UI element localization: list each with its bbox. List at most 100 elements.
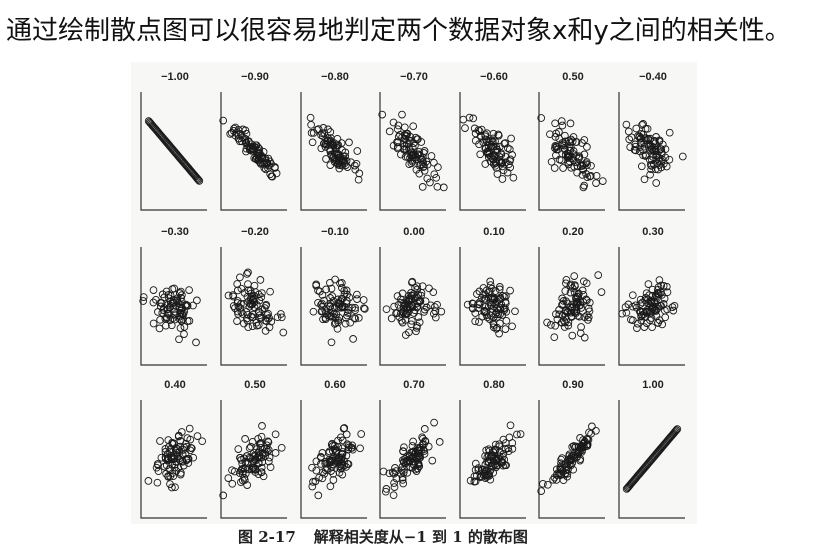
- scatter-point: [555, 310, 564, 319]
- scatter-point: [162, 321, 170, 330]
- scatter-point: [264, 309, 272, 318]
- scatter-point: [166, 297, 175, 306]
- scatter-point: [329, 476, 338, 484]
- scatter-point: [193, 175, 202, 183]
- scatter-point: [592, 179, 600, 187]
- panel-label: −0.20: [241, 226, 269, 238]
- scatter-point: [422, 303, 431, 312]
- scatter-point: [652, 151, 660, 160]
- scatter-point: [319, 132, 327, 141]
- scatter-point: [279, 328, 288, 337]
- scatter-point: [435, 438, 444, 446]
- scatter-point: [486, 277, 495, 286]
- scatter-panel: 1.00: [618, 379, 685, 519]
- scatter-point: [506, 157, 514, 165]
- scatter-point: [261, 327, 270, 335]
- scatter-point: [580, 333, 589, 342]
- scatter-point: [265, 323, 274, 332]
- scatter-point: [351, 304, 359, 312]
- scatter-point: [537, 487, 546, 495]
- figure-caption-text: 解释相关度从−1 到 1 的散布图: [313, 528, 528, 546]
- scatter-point: [171, 307, 179, 316]
- scatter-point: [494, 131, 503, 140]
- scatter-point: [418, 433, 426, 442]
- panel-label: 0.50: [562, 71, 583, 83]
- scatter-panel: −0.30: [139, 226, 207, 366]
- scatter-point: [327, 467, 335, 475]
- scatter-point: [585, 428, 593, 437]
- scatter-point: [506, 163, 515, 172]
- scatter-point: [594, 271, 603, 279]
- scatter-point: [260, 304, 269, 312]
- scatter-point: [320, 469, 329, 478]
- scatter-point: [277, 313, 286, 322]
- scatter-point: [558, 294, 567, 303]
- scatter-point: [501, 325, 510, 333]
- scatter-point: [477, 472, 485, 481]
- scatter-point: [494, 296, 503, 304]
- scatter-point: [186, 446, 195, 455]
- scatter-point: [554, 145, 562, 154]
- scatter-point: [557, 156, 566, 165]
- scatter-point: [168, 469, 177, 478]
- panel-axes: [220, 92, 287, 211]
- scatter-point: [172, 444, 181, 453]
- scatter-point: [156, 315, 164, 324]
- scatter-point: [258, 449, 267, 457]
- scatter-point: [475, 300, 484, 309]
- scatter-point: [353, 295, 361, 303]
- scatter-point: [326, 161, 335, 169]
- scatter-point: [549, 475, 557, 484]
- scatter-point: [469, 114, 478, 123]
- scatter-point: [578, 446, 586, 454]
- scatter-point: [568, 331, 577, 340]
- scatter-point: [539, 479, 547, 488]
- scatter-point: [570, 272, 579, 280]
- scatter-point: [481, 460, 490, 469]
- scatter-point: [429, 288, 438, 297]
- scatter-point: [326, 458, 335, 467]
- scatter-point: [256, 443, 265, 452]
- panel-axes: [618, 400, 685, 519]
- scatter-point: [353, 147, 362, 155]
- scatter-point: [636, 308, 645, 316]
- scatter-point: [400, 443, 408, 452]
- scatter-point: [509, 173, 518, 182]
- scatter-point: [398, 476, 407, 484]
- scatter-point: [582, 158, 591, 166]
- scatter-point: [506, 286, 514, 295]
- scatter-point: [392, 467, 400, 475]
- panel-axes: [300, 92, 367, 211]
- scatter-point: [308, 138, 317, 147]
- scatter-panel: −0.10: [300, 226, 369, 366]
- scatter-point: [153, 478, 162, 487]
- scatter-point: [254, 321, 263, 329]
- panel-label: 0.80: [483, 379, 504, 391]
- scatter-point: [175, 335, 183, 344]
- scatter-point: [328, 153, 337, 162]
- scatter-point: [420, 166, 429, 175]
- scatter-point: [245, 444, 254, 453]
- scatter-point: [654, 165, 663, 174]
- scatter-point: [254, 155, 263, 163]
- scatter-point: [256, 276, 265, 284]
- scatter-point: [180, 323, 189, 331]
- scatter-point: [391, 464, 399, 472]
- scatter-point: [661, 145, 670, 154]
- scatter-point: [149, 319, 158, 328]
- scatter-point: [639, 120, 647, 128]
- scatter-point: [635, 133, 644, 141]
- scatter-point: [622, 308, 631, 317]
- scatter-point: [185, 286, 193, 294]
- scatter-point: [495, 142, 504, 151]
- scatter-point: [324, 125, 332, 134]
- scatter-point: [257, 468, 266, 476]
- scatter-point: [277, 443, 286, 452]
- scatter-point: [481, 132, 490, 141]
- scatter-point: [637, 311, 645, 320]
- scatter-point: [408, 464, 417, 472]
- scatter-point: [264, 164, 272, 173]
- scatter-point: [568, 443, 577, 451]
- page-heading: 通过绘制散点图可以很容易地判定两个数据对象x和y之间的相关性。: [6, 16, 791, 46]
- scatter-point: [242, 138, 250, 147]
